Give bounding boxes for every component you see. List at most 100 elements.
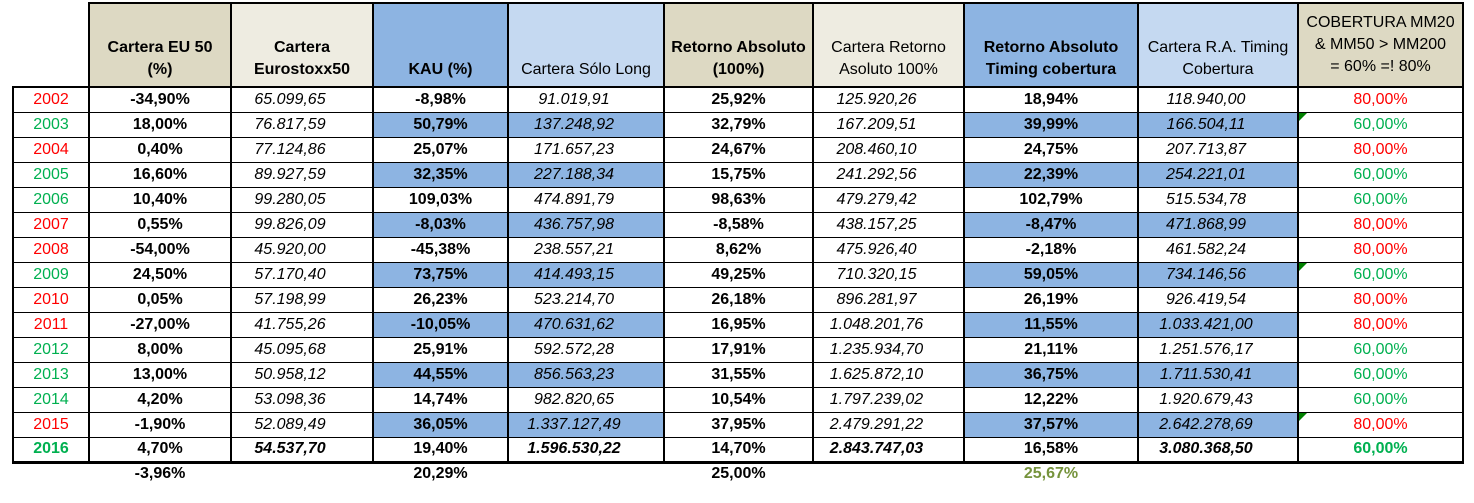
cell-cartera_ra_timing[interactable]: 1.920.679,43 (1137, 387, 1298, 413)
cell-ra[interactable]: 16,95% (663, 312, 813, 338)
year-label[interactable]: 2003 (12, 112, 89, 138)
cell-ra[interactable]: 24,67% (663, 137, 813, 163)
cell-cobertura[interactable]: 80,00% (1297, 86, 1464, 113)
header-solo_long[interactable]: Cartera Sólo Long (507, 2, 664, 88)
header-cartera_ra[interactable]: Cartera Retorno Asoluto 100% (812, 2, 964, 88)
cell-cartera_ra[interactable]: 710.320,15 (812, 262, 964, 288)
cell-cartera_ra[interactable]: 1.625.872,10 (812, 362, 964, 388)
cell-ra_timing[interactable]: 26,19% (963, 287, 1138, 313)
cell-cartera_ra[interactable]: 479.279,42 (812, 187, 964, 213)
cell-ra_timing[interactable]: 39,99% (963, 112, 1138, 138)
cell-cobertura[interactable]: 80,00% (1297, 412, 1464, 438)
header-eurostoxx[interactable]: Cartera Eurostoxx50 (230, 2, 373, 88)
year-label[interactable]: 2016 (12, 437, 89, 464)
cell-eu50[interactable]: 16,60% (88, 162, 231, 188)
cell-cobertura[interactable]: 60,00% (1297, 162, 1464, 188)
cell-cobertura[interactable]: 60,00% (1297, 437, 1464, 464)
cell-ra[interactable]: 37,95% (663, 412, 813, 438)
cell-eu50[interactable]: 0,40% (88, 137, 231, 163)
cell-cartera_ra_timing[interactable]: 166.504,11 (1137, 112, 1298, 138)
cell-kau[interactable]: -45,38% (372, 237, 508, 263)
cell-cobertura[interactable]: 60,00% (1297, 187, 1464, 213)
cell-solo_long[interactable]: 1.337.127,49 (507, 412, 664, 438)
cell-ra_timing[interactable]: 102,79% (963, 187, 1138, 213)
cell-ra_timing[interactable]: 24,75% (963, 137, 1138, 163)
cell-cartera_ra_timing[interactable]: 926.419,54 (1137, 287, 1298, 313)
cell-cartera_ra_timing[interactable]: 515.534,78 (1137, 187, 1298, 213)
summary-ra[interactable]: 25,00% (664, 462, 813, 484)
header-kau[interactable]: KAU (%) (372, 2, 508, 88)
cell-eu50[interactable]: 18,00% (88, 112, 231, 138)
cell-solo_long[interactable]: 137.248,92 (507, 112, 664, 138)
cell-cobertura[interactable]: 80,00% (1297, 312, 1464, 338)
cell-solo_long[interactable]: 436.757,98 (507, 212, 664, 238)
cell-ra_timing[interactable]: 11,55% (963, 312, 1138, 338)
cell-eurostoxx[interactable]: 99.826,09 (230, 212, 373, 238)
cell-cobertura[interactable]: 60,00% (1297, 262, 1464, 288)
year-label[interactable]: 2010 (12, 287, 89, 313)
cell-cobertura[interactable]: 60,00% (1297, 112, 1464, 138)
cell-solo_long[interactable]: 171.657,23 (507, 137, 664, 163)
cell-ra[interactable]: 98,63% (663, 187, 813, 213)
cell-cobertura[interactable]: 60,00% (1297, 337, 1464, 363)
year-label[interactable]: 2008 (12, 237, 89, 263)
cell-ra[interactable]: 25,92% (663, 86, 813, 113)
cell-cobertura[interactable]: 60,00% (1297, 387, 1464, 413)
cell-eurostoxx[interactable]: 45.920,00 (230, 237, 373, 263)
cell-eurostoxx[interactable]: 41.755,26 (230, 312, 373, 338)
cell-cartera_ra[interactable]: 896.281,97 (812, 287, 964, 313)
cell-eu50[interactable]: 24,50% (88, 262, 231, 288)
cell-cartera_ra_timing[interactable]: 1.251.576,17 (1137, 337, 1298, 363)
cell-solo_long[interactable]: 982.820,65 (507, 387, 664, 413)
year-label[interactable]: 2006 (12, 187, 89, 213)
cell-kau[interactable]: 25,07% (372, 137, 508, 163)
cell-eurostoxx[interactable]: 57.198,99 (230, 287, 373, 313)
cell-ra_timing[interactable]: 59,05% (963, 262, 1138, 288)
cell-ra[interactable]: 14,70% (663, 437, 813, 464)
cell-kau[interactable]: -8,03% (372, 212, 508, 238)
cell-ra[interactable]: 31,55% (663, 362, 813, 388)
cell-ra[interactable]: 26,18% (663, 287, 813, 313)
cell-cartera_ra[interactable]: 125.920,26 (812, 86, 964, 113)
cell-solo_long[interactable]: 523.214,70 (507, 287, 664, 313)
cell-cartera_ra_timing[interactable]: 461.582,24 (1137, 237, 1298, 263)
header-cobertura[interactable]: COBERTURA MM20 & MM50 > MM200 = 60% =! 80% (1297, 2, 1464, 88)
cell-solo_long[interactable]: 1.596.530,22 (507, 437, 664, 464)
cell-solo_long[interactable]: 91.019,91 (507, 86, 664, 113)
year-label[interactable]: 2005 (12, 162, 89, 188)
cell-cobertura[interactable]: 80,00% (1297, 237, 1464, 263)
cell-kau[interactable]: 50,79% (372, 112, 508, 138)
cell-eu50[interactable]: 0,55% (88, 212, 231, 238)
cell-ra[interactable]: 8,62% (663, 237, 813, 263)
cell-ra_timing[interactable]: -8,47% (963, 212, 1138, 238)
cell-eurostoxx[interactable]: 50.958,12 (230, 362, 373, 388)
cell-cartera_ra[interactable]: 241.292,56 (812, 162, 964, 188)
cell-cobertura[interactable]: 80,00% (1297, 287, 1464, 313)
cell-cartera_ra[interactable]: 475.926,40 (812, 237, 964, 263)
cell-ra[interactable]: 15,75% (663, 162, 813, 188)
cell-cartera_ra_timing[interactable]: 118.940,00 (1137, 86, 1298, 113)
cell-eurostoxx[interactable]: 45.095,68 (230, 337, 373, 363)
cell-ra_timing[interactable]: 18,94% (963, 86, 1138, 113)
cell-ra_timing[interactable]: 12,22% (963, 387, 1138, 413)
cell-ra_timing[interactable]: 22,39% (963, 162, 1138, 188)
cell-solo_long[interactable]: 227.188,34 (507, 162, 664, 188)
cell-cartera_ra[interactable]: 2.479.291,22 (812, 412, 964, 438)
cell-eu50[interactable]: -34,90% (88, 86, 231, 113)
cell-kau[interactable]: 109,03% (372, 187, 508, 213)
cell-eurostoxx[interactable]: 53.098,36 (230, 387, 373, 413)
cell-eurostoxx[interactable]: 76.817,59 (230, 112, 373, 138)
cell-eurostoxx[interactable]: 52.089,49 (230, 412, 373, 438)
cell-eu50[interactable]: -54,00% (88, 237, 231, 263)
cell-eu50[interactable]: 10,40% (88, 187, 231, 213)
year-label[interactable]: 2015 (12, 412, 89, 438)
cell-cartera_ra_timing[interactable]: 1.033.421,00 (1137, 312, 1298, 338)
cell-ra[interactable]: 17,91% (663, 337, 813, 363)
cell-eurostoxx[interactable]: 57.170,40 (230, 262, 373, 288)
cell-cartera_ra[interactable]: 2.843.747,03 (812, 437, 964, 464)
summary-ra_timing[interactable]: 25,67% (964, 462, 1138, 484)
cell-cartera_ra[interactable]: 438.157,25 (812, 212, 964, 238)
year-label[interactable]: 2013 (12, 362, 89, 388)
cell-eurostoxx[interactable]: 54.537,70 (230, 437, 373, 464)
year-label[interactable]: 2012 (12, 337, 89, 363)
